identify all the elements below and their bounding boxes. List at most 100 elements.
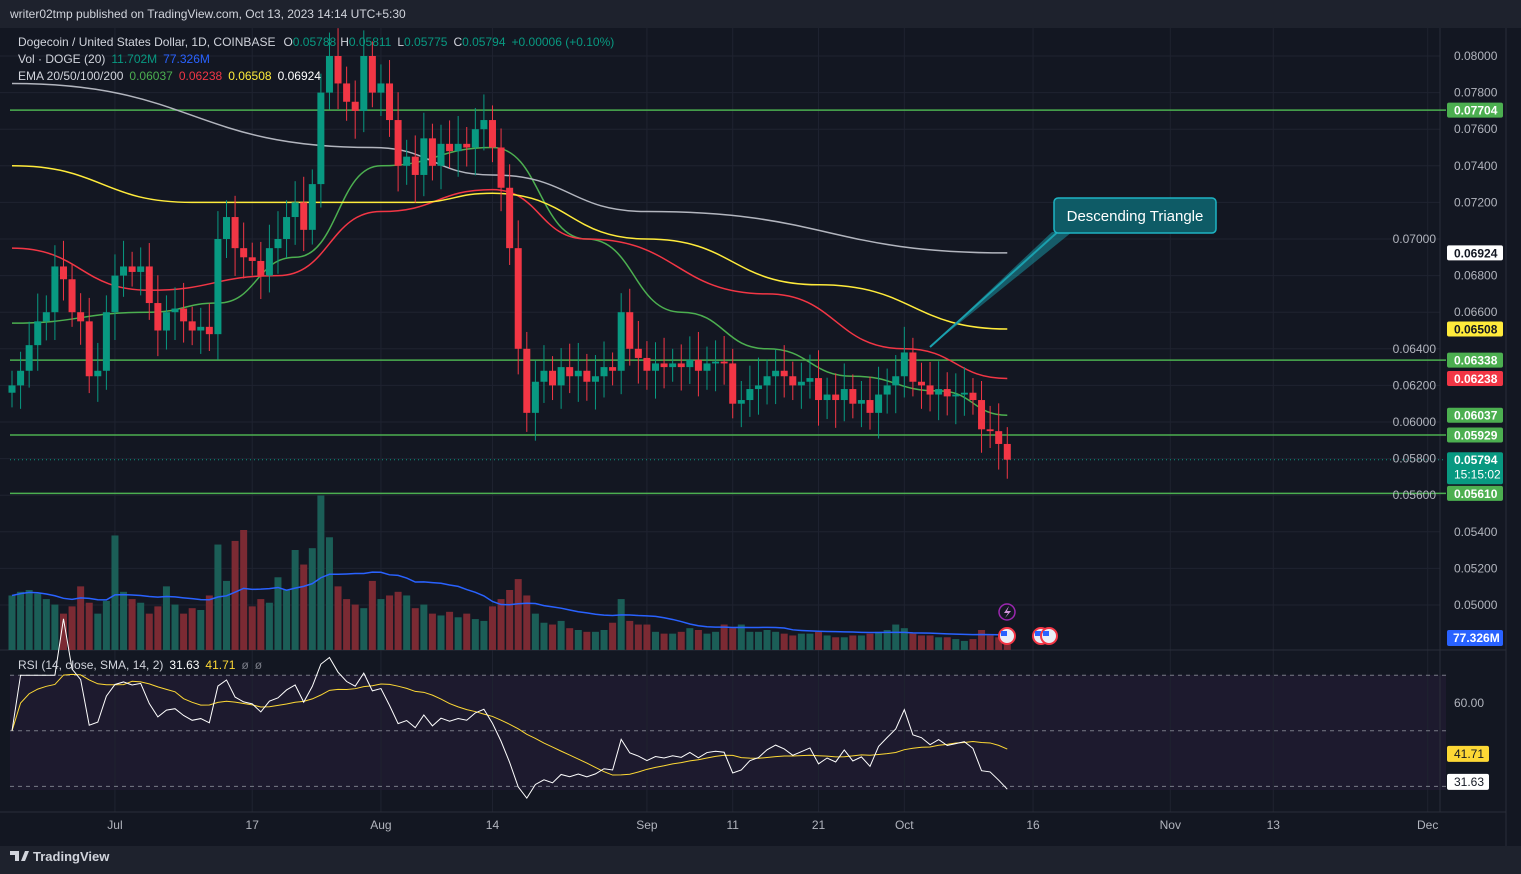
- candle-body: [617, 312, 625, 371]
- volume-bar: [686, 628, 694, 650]
- candle: [540, 345, 548, 403]
- candle-body: [609, 367, 617, 371]
- rsi-label-box: [1447, 773, 1489, 790]
- candle: [986, 405, 994, 448]
- candle: [257, 241, 265, 300]
- volume-bar: [94, 613, 102, 650]
- candle: [488, 105, 496, 163]
- volume-bar: [128, 599, 136, 650]
- candle-body: [334, 56, 342, 84]
- candle: [823, 377, 831, 420]
- time-tick: Oct: [895, 818, 914, 832]
- candle: [806, 354, 814, 399]
- volume-bar: [669, 633, 677, 650]
- price-tick: 0.06200: [1393, 378, 1437, 392]
- volume-bar: [377, 599, 385, 650]
- candle: [737, 381, 745, 428]
- time-tick: Dec: [1417, 818, 1438, 832]
- time-tick: Nov: [1160, 818, 1181, 832]
- rsi-legend: RSI (14, close, SMA, 14, 2): [18, 658, 163, 672]
- time-axis[interactable]: Jul 17 Aug 14 Sep 11 21 Oct 16 Nov 13 Dec: [107, 818, 1438, 832]
- candle-body: [102, 312, 110, 371]
- volume-bar: [797, 633, 805, 650]
- candle: [789, 361, 797, 401]
- volume-bar: [480, 620, 488, 650]
- volume-bar: [471, 619, 479, 650]
- volume-bar: [403, 595, 411, 650]
- volume-bar: [660, 633, 668, 650]
- candle: [523, 331, 531, 432]
- candle-body: [283, 217, 291, 239]
- volume-bar: [248, 606, 256, 650]
- symbol-title[interactable]: Dogecoin / United States Dollar, 1D, COI…: [18, 35, 275, 49]
- svg-text:Dogecoin / United States Dolla: Dogecoin / United States Dollar, 1D, COI…: [18, 35, 614, 49]
- price-label-box: [1447, 245, 1503, 261]
- price-tick: 0.06000: [1393, 415, 1437, 429]
- annotation-box[interactable]: [1053, 197, 1217, 234]
- candle-body: [952, 394, 960, 397]
- candle: [729, 348, 737, 419]
- candle-body: [274, 239, 282, 249]
- time-tick: 16: [1026, 818, 1040, 832]
- candle-body: [703, 363, 711, 371]
- volume-bar: [617, 599, 625, 650]
- volume-bar: [162, 586, 170, 650]
- volume-bar: [205, 595, 213, 650]
- lightning-icon[interactable]: [998, 603, 1016, 621]
- candle: [926, 361, 934, 412]
- price-label-text: 0.06338: [1454, 354, 1498, 368]
- candle-body: [454, 143, 462, 152]
- candle: [102, 295, 110, 390]
- us-flag-icon[interactable]: [998, 627, 1016, 645]
- candle: [866, 376, 874, 430]
- candle: [300, 176, 308, 252]
- candle-body: [411, 156, 419, 175]
- volume-bar: [454, 617, 462, 650]
- candle-body: [780, 370, 788, 377]
- volume-bar: [943, 637, 951, 650]
- candle-body: [583, 370, 591, 382]
- us-flag-icon[interactable]: [1040, 627, 1058, 645]
- candle: [68, 264, 76, 327]
- tradingview-logo[interactable]: TradingView: [10, 849, 110, 864]
- candle: [34, 293, 42, 371]
- candle-body: [591, 376, 599, 382]
- candle-body: [840, 389, 848, 401]
- volume-bar: [900, 628, 908, 650]
- candle: [377, 64, 385, 117]
- candle: [463, 127, 471, 167]
- price-tick: 0.05600: [1393, 488, 1437, 502]
- candle: [197, 307, 205, 354]
- volume-bar: [609, 622, 617, 650]
- volume-bar: [875, 631, 883, 650]
- candle: [832, 373, 840, 428]
- candle-body: [111, 275, 119, 313]
- rsi-label-text: 31.63: [1454, 775, 1484, 789]
- price-label-box: [1447, 485, 1503, 501]
- volume-bar: [986, 635, 994, 650]
- candle-body: [797, 381, 805, 386]
- candle: [223, 200, 230, 259]
- volume-bar: [325, 537, 333, 650]
- candle: [609, 352, 617, 386]
- candle: [840, 363, 848, 422]
- candle: [351, 80, 359, 139]
- candle-body: [223, 217, 230, 239]
- price-axis[interactable]: 0.08000 0.07800 0.07600 0.07400 0.07200 0.070…: [1393, 49, 1503, 790]
- candle-body: [729, 363, 737, 404]
- candle: [17, 351, 25, 409]
- time-tick: 13: [1267, 818, 1281, 832]
- candle-body: [394, 120, 402, 166]
- candle-body: [823, 394, 831, 401]
- volume-bar: [386, 595, 394, 650]
- candle-body: [720, 361, 728, 364]
- candle-body: [180, 308, 188, 322]
- volume-bar: [883, 630, 891, 650]
- candle: [308, 169, 316, 245]
- annotation-pointer-fill: [930, 232, 1072, 347]
- candle: [180, 282, 188, 343]
- candle: [403, 139, 411, 185]
- volume-bar: [746, 631, 754, 650]
- price-tick: 0.05000: [1454, 598, 1498, 612]
